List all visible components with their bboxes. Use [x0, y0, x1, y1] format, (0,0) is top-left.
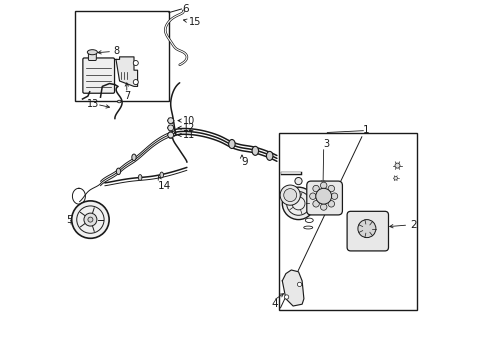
- Circle shape: [320, 182, 326, 189]
- Bar: [75, 11, 168, 101]
- Text: 14: 14: [157, 181, 170, 191]
- Text: 5: 5: [66, 215, 73, 225]
- Text: 4: 4: [271, 299, 278, 309]
- FancyBboxPatch shape: [82, 58, 114, 93]
- Ellipse shape: [138, 175, 142, 180]
- Text: 3: 3: [323, 139, 329, 149]
- Text: 12: 12: [183, 123, 195, 133]
- Circle shape: [330, 193, 337, 199]
- Circle shape: [282, 187, 314, 220]
- Circle shape: [357, 220, 375, 238]
- Circle shape: [291, 197, 305, 210]
- Bar: [278, 133, 416, 310]
- Text: 8: 8: [113, 46, 119, 57]
- Circle shape: [320, 204, 326, 210]
- Circle shape: [77, 206, 104, 233]
- Circle shape: [284, 295, 288, 299]
- FancyBboxPatch shape: [346, 211, 387, 251]
- Text: 10: 10: [183, 116, 195, 126]
- Circle shape: [280, 185, 300, 205]
- Text: 15: 15: [188, 17, 201, 27]
- Circle shape: [286, 192, 310, 215]
- Ellipse shape: [251, 147, 258, 156]
- Circle shape: [393, 176, 397, 180]
- Text: 9: 9: [241, 157, 247, 167]
- Circle shape: [84, 213, 97, 226]
- Text: 7: 7: [123, 91, 130, 102]
- Ellipse shape: [116, 168, 121, 175]
- Circle shape: [167, 132, 173, 138]
- Text: 11: 11: [183, 130, 195, 140]
- Circle shape: [315, 188, 331, 204]
- Ellipse shape: [228, 140, 235, 149]
- Text: 6: 6: [182, 4, 189, 14]
- Circle shape: [294, 177, 302, 185]
- Polygon shape: [282, 270, 303, 306]
- Circle shape: [309, 193, 316, 199]
- Ellipse shape: [132, 154, 136, 161]
- Circle shape: [72, 201, 109, 238]
- Circle shape: [133, 80, 138, 85]
- Polygon shape: [116, 57, 137, 86]
- Text: 2: 2: [409, 220, 416, 230]
- Ellipse shape: [87, 50, 97, 55]
- Ellipse shape: [117, 100, 121, 103]
- Circle shape: [327, 201, 334, 207]
- Text: 13: 13: [87, 99, 99, 109]
- Text: 1: 1: [363, 125, 369, 135]
- Circle shape: [133, 60, 138, 66]
- Ellipse shape: [266, 152, 272, 161]
- Circle shape: [297, 282, 301, 287]
- Circle shape: [394, 163, 399, 168]
- Circle shape: [327, 185, 334, 192]
- Ellipse shape: [160, 172, 163, 178]
- Circle shape: [283, 189, 296, 202]
- FancyBboxPatch shape: [306, 181, 342, 215]
- Circle shape: [312, 185, 319, 192]
- Circle shape: [312, 201, 319, 207]
- Circle shape: [167, 125, 173, 131]
- Circle shape: [88, 217, 93, 222]
- FancyBboxPatch shape: [88, 53, 96, 60]
- Circle shape: [167, 118, 173, 123]
